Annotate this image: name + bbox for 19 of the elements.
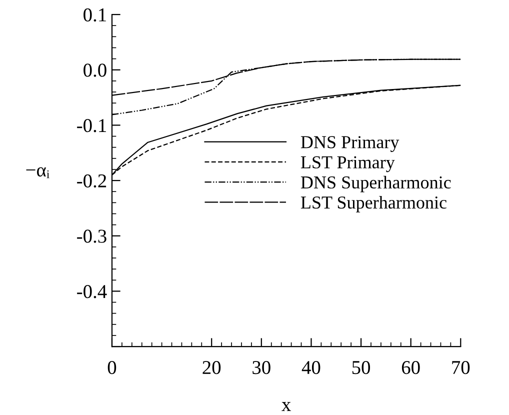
x-tick-label: 30 <box>252 360 270 374</box>
y-tick-label: -0.3 <box>77 230 106 243</box>
legend-label: DNS Superharmonic <box>300 176 451 192</box>
legend-label: DNS Primary <box>300 136 400 152</box>
y-tick-label: 0.0 <box>84 64 106 77</box>
y-tick-label: -0.1 <box>77 119 106 132</box>
x-tick-label: 70 <box>452 360 470 374</box>
x-tick-label: 60 <box>402 360 420 374</box>
y-tick-label: -0.2 <box>77 174 106 188</box>
y-tick-label: 0.1 <box>84 8 106 22</box>
y-axis-title: −αᵢ <box>26 167 50 178</box>
legend-label: LST Superharmonic <box>300 196 446 212</box>
x-tick-label: 20 <box>202 360 221 374</box>
y-tick-label: -0.4 <box>77 285 107 298</box>
x-tick-label: 0 <box>108 360 116 374</box>
x-tick-label: 40 <box>302 360 320 374</box>
x-axis-title: x <box>282 402 291 411</box>
legend-label: LST Primary <box>300 156 395 172</box>
x-tick-label: 50 <box>352 360 370 374</box>
